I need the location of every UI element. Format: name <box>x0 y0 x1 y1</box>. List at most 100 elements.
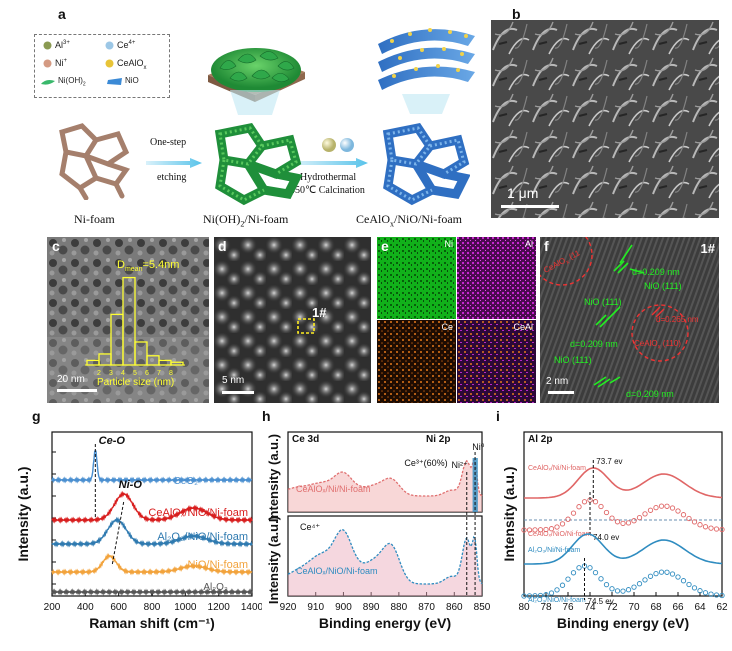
legend-nio-swatch <box>107 78 123 88</box>
xps-i-marker <box>686 515 692 522</box>
xps-i-xlabel: Binding energy (eV) <box>557 615 689 631</box>
xps-i-marker <box>592 499 599 505</box>
xps-i-marker <box>636 514 643 521</box>
xps-h-xtick-label-910: 910 <box>307 602 324 613</box>
nio-foam-illustration <box>382 122 470 206</box>
xps-i-marker <box>548 526 555 532</box>
ni0-annotation: Ni⁰ <box>472 442 484 452</box>
xps-i-marker <box>592 569 599 576</box>
xps-i-series-label-1: CeAlOₓ/NiO/Ni-foam <box>528 531 592 538</box>
xps-i-marker <box>708 591 714 597</box>
tem-c-scale: 20 nm <box>57 374 85 385</box>
xps-i-marker <box>598 503 604 510</box>
xps-i-marker <box>631 584 637 590</box>
histogram-bar-4 <box>134 341 148 366</box>
xps-i-marker <box>537 592 544 599</box>
xps-i-marker <box>647 573 654 579</box>
nio-guide-line <box>111 501 125 567</box>
xps-i-marker <box>609 515 615 521</box>
ni-o-annotation: Ni-O <box>119 479 143 491</box>
panel-b-label: b <box>512 6 521 22</box>
xps-i-marker <box>631 518 637 524</box>
raman-series-0 <box>51 450 252 484</box>
eds-al-label: Al <box>524 239 533 249</box>
ce-region-2-label: CeAlOx (110) <box>634 339 681 351</box>
xps-i-series-2 <box>524 533 723 565</box>
xps-i-marker <box>521 593 527 599</box>
histogram-bar-3 <box>122 276 136 366</box>
xps-i-peak-label-3: 74.5 ev <box>588 597 614 606</box>
xps-i-marker <box>675 574 681 580</box>
xps-i-marker <box>669 571 676 577</box>
legend-nio-label: NiO <box>125 76 139 85</box>
xps-i-marker <box>609 586 615 592</box>
xps-i-marker <box>614 588 621 594</box>
legend-al-dot <box>43 41 52 52</box>
eds-ni-label: Ni <box>444 239 454 249</box>
step1-line1: One-step <box>150 137 187 148</box>
step2-line1: Hydrothermal <box>300 172 357 183</box>
eds-map-ni: Ni <box>377 237 456 319</box>
xps-i-marker <box>697 522 703 528</box>
step2-line2: 450℃ Calcination <box>290 185 365 196</box>
raman-xtick-label-1200: 1200 <box>208 602 231 613</box>
xps-h-bottom-series <box>287 528 483 585</box>
nioh-sheet-illustration <box>208 48 305 115</box>
step1-line2: etching <box>157 172 187 183</box>
xps-i-marker <box>570 510 577 516</box>
xps-i-marker <box>603 509 610 516</box>
xps-i-marker <box>576 504 582 510</box>
xps-h-top-series-label: CeAlOₓ/Ni/Ni-foam <box>296 484 370 494</box>
xps-i-marker <box>691 519 698 525</box>
caption-nioh-foam: Ni(OH)2/Ni-foam <box>203 212 289 229</box>
xps-i-marker <box>680 512 687 518</box>
xps-ce-ni-chart: 920 910 900 890 880 870 860 850 Binding energy (… <box>266 431 490 631</box>
xps-i-marker <box>559 582 566 588</box>
eds-map-ce: Ce <box>377 320 456 403</box>
xps-i-marker <box>686 581 692 588</box>
xps-i-marker <box>543 592 549 598</box>
xps-i-marker <box>719 526 725 533</box>
raman-xtick-label-600: 600 <box>110 602 127 613</box>
ce4-annotation: Ce⁴⁺ <box>300 522 320 532</box>
xps-i-marker <box>658 569 665 575</box>
histogram-bar-1 <box>98 353 112 366</box>
xps-i-marker <box>636 581 643 587</box>
panel-c-label: c <box>52 238 60 254</box>
histogram-tick-5: 5 <box>133 370 137 377</box>
legend-nioh-swatch <box>40 78 56 88</box>
hrtem-image-f: 1# CeAlOx (11 d=0.209 nm NiO (111) NiO (… <box>540 237 719 403</box>
raman-series-1 <box>51 490 253 524</box>
caption-cealox-foam: CeAlOx/NiO/Ni-foam <box>356 212 462 229</box>
xps-h-title-ce: Ce 3d <box>292 434 319 445</box>
xps-i-marker <box>598 576 604 582</box>
sem-scale-label: 1 μm <box>507 185 539 201</box>
xps-i-marker <box>664 503 670 509</box>
xps-i-marker <box>532 593 538 599</box>
tem-image-c: 2 3 4 5 6 7 8 Dmean=5.4nm Particle size (nm) 2… <box>47 237 209 403</box>
f-label-d3: d=0.209 nm <box>626 389 674 399</box>
legend-cealo-dot <box>105 59 114 70</box>
xps-i-xtick-label-76: 76 <box>562 602 574 613</box>
legend-cealo-label: CeAlOx <box>117 58 147 71</box>
raman-series-label-3: NiO/Ni-foam <box>187 559 248 571</box>
xps-h-top-envelope-fill <box>288 460 482 512</box>
raman-xtick-label-1400: 1400 <box>241 602 262 613</box>
nioh-foam-illustration <box>214 122 302 206</box>
histogram-tick-2: 2 <box>97 370 101 377</box>
legend-al-label: Al3+ <box>55 40 70 50</box>
f-label-nio1: NiO (111) <box>644 281 682 291</box>
hrtem-tag: 1# <box>700 241 715 256</box>
xps-i-marker <box>719 592 725 599</box>
xps-h-xtick-label-860: 860 <box>446 602 463 613</box>
xps-i-marker <box>647 507 654 513</box>
xps-i-marker <box>526 593 533 599</box>
xps-h-xtick-label-920: 920 <box>280 602 297 613</box>
ce-o-annotation: Ce-O <box>99 435 126 447</box>
xps-i-marker <box>642 577 648 583</box>
xps-al-chart: 80 78 76 74 72 70 68 66 64 62 Binding energy (eV) I… <box>501 431 728 631</box>
xps-i-marker <box>680 578 687 584</box>
panel-a-label: a <box>58 6 66 22</box>
xps-i-marker <box>702 524 709 530</box>
histogram-tick-7: 7 <box>157 370 161 377</box>
